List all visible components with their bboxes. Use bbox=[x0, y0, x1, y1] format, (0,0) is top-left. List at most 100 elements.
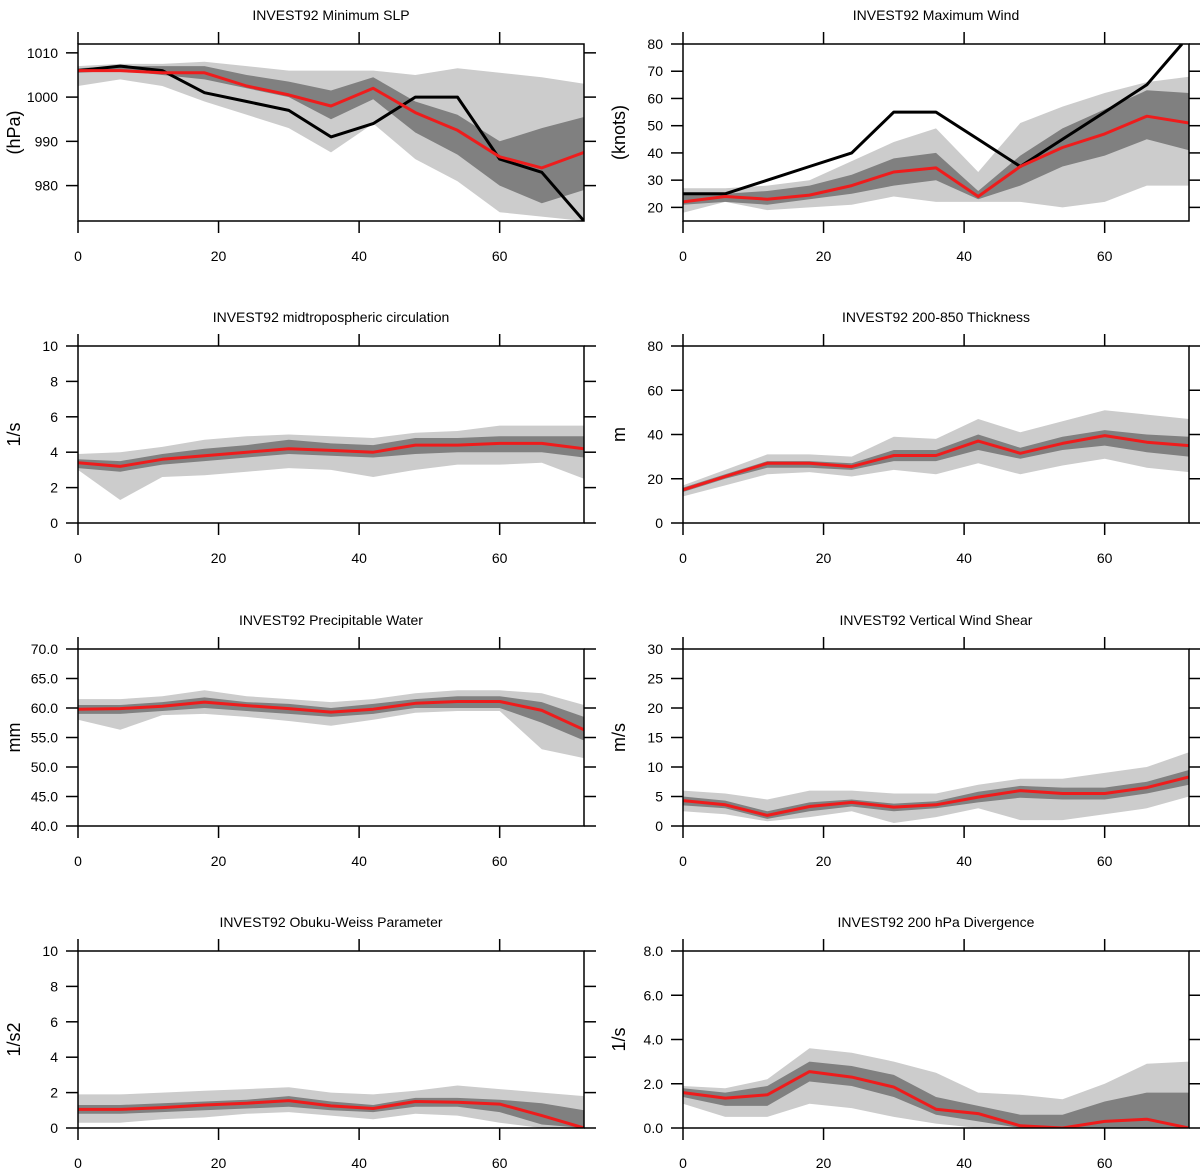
chart-panel-7: 0 20 40 60 0.0 2.0 4.0 6.0 8.0 INVEST92 200 hPa D… bbox=[609, 914, 1200, 1171]
chart-title: INVEST92 Maximum Wind bbox=[853, 7, 1019, 23]
x-tick-label: 0 bbox=[679, 1155, 687, 1171]
x-tick-label: 20 bbox=[211, 550, 227, 566]
y-tick-label: 40 bbox=[647, 427, 663, 443]
x-tick-label: 60 bbox=[1097, 550, 1113, 566]
y-tick-label: 50.0 bbox=[31, 759, 58, 775]
chart-title: INVEST92 midtropospheric circulation bbox=[213, 309, 450, 325]
ensemble-mean-line bbox=[78, 1099, 584, 1128]
plot-area bbox=[683, 410, 1189, 497]
x-tick-label: 20 bbox=[211, 1155, 227, 1171]
y-tick-label: 2.0 bbox=[644, 1076, 664, 1092]
inner-spread-band bbox=[683, 90, 1189, 205]
x-tick-label: 60 bbox=[492, 248, 508, 264]
x-tick-label: 40 bbox=[351, 248, 367, 264]
y-tick-label: 980 bbox=[35, 178, 59, 194]
chart-title: INVEST92 200 hPa Divergence bbox=[838, 914, 1035, 930]
y-tick-label: 20 bbox=[647, 471, 663, 487]
y-tick-label: 1000 bbox=[27, 89, 58, 105]
chart-panel-2: 0 20 40 60 0 2 4 6 8 10 INVEST92 midtropospheric c… bbox=[4, 309, 596, 566]
x-tick-label: 40 bbox=[956, 853, 972, 869]
y-tick-label: 60 bbox=[647, 382, 663, 398]
y-tick-label: 6 bbox=[50, 1014, 58, 1030]
plot-frame bbox=[77, 648, 585, 827]
y-tick-label: 2 bbox=[50, 1085, 58, 1101]
y-tick-label: 0 bbox=[50, 1120, 58, 1136]
y-axis-label: (knots) bbox=[609, 105, 629, 160]
y-tick-label: 8 bbox=[50, 978, 58, 994]
y-tick-label: 80 bbox=[647, 36, 663, 52]
ensemble-mean-line bbox=[78, 441, 584, 468]
chart-panel-5: 0 20 40 60 0 5 10 15 20 25 30 INVEST92 Vertical Win… bbox=[609, 612, 1200, 869]
y-tick-label: 70.0 bbox=[31, 641, 58, 657]
y-tick-label: 65.0 bbox=[31, 671, 58, 687]
y-axis-label: 1/s bbox=[609, 1027, 629, 1051]
y-tick-label: 0 bbox=[655, 818, 663, 834]
x-tick-label: 60 bbox=[1097, 248, 1113, 264]
y-tick-label: 6 bbox=[50, 409, 58, 425]
x-tick-label: 60 bbox=[492, 1155, 508, 1171]
y-tick-label: 5 bbox=[655, 789, 663, 805]
y-tick-label: 40 bbox=[647, 145, 663, 161]
x-tick-label: 20 bbox=[816, 1155, 832, 1171]
chart-title: INVEST92 200-850 Thickness bbox=[842, 309, 1030, 325]
plot-area bbox=[78, 1085, 584, 1128]
y-tick-label: 990 bbox=[35, 133, 59, 149]
y-axis-label: mm bbox=[4, 723, 24, 753]
plot-frame bbox=[682, 43, 1190, 222]
plot-area bbox=[683, 1048, 1189, 1128]
x-tick-label: 20 bbox=[816, 550, 832, 566]
y-axis-label: m bbox=[609, 427, 629, 442]
x-tick-label: 0 bbox=[74, 853, 82, 869]
ensemble-mean-line bbox=[683, 114, 1189, 204]
y-tick-label: 55.0 bbox=[31, 730, 58, 746]
y-tick-label: 80 bbox=[647, 338, 663, 354]
x-tick-label: 40 bbox=[351, 1155, 367, 1171]
x-tick-label: 20 bbox=[211, 248, 227, 264]
plot-area bbox=[683, 44, 1189, 213]
y-tick-label: 2 bbox=[50, 480, 58, 496]
y-tick-label: 6.0 bbox=[644, 987, 664, 1003]
ensemble-mean-line bbox=[78, 69, 584, 170]
chart-panel-4: 0 20 40 60 40.0 45.0 50.0 55.0 60.0 65.0 70.0 INVES… bbox=[4, 612, 596, 869]
y-tick-label: 25 bbox=[647, 671, 663, 687]
plot-frame bbox=[77, 345, 585, 524]
y-tick-label: 1010 bbox=[27, 45, 58, 61]
y-tick-label: 10 bbox=[647, 759, 663, 775]
plot-area bbox=[78, 425, 584, 500]
y-tick-label: 30 bbox=[647, 172, 663, 188]
y-tick-label: 40.0 bbox=[31, 818, 58, 834]
y-tick-label: 8 bbox=[50, 373, 58, 389]
chart-panel-6: 0 20 40 60 0 2 4 6 8 10 INVEST92 Obuku-Weiss Param… bbox=[4, 914, 596, 1171]
y-tick-label: 20 bbox=[647, 199, 663, 215]
observed-line bbox=[78, 64, 584, 221]
x-tick-label: 20 bbox=[816, 853, 832, 869]
plot-frame bbox=[77, 950, 585, 1129]
x-tick-label: 0 bbox=[679, 853, 687, 869]
y-tick-label: 20 bbox=[647, 700, 663, 716]
x-tick-label: 40 bbox=[351, 550, 367, 566]
y-tick-label: 70 bbox=[647, 63, 663, 79]
y-tick-label: 4.0 bbox=[644, 1032, 664, 1048]
plot-area bbox=[683, 752, 1189, 823]
y-tick-label: 0 bbox=[655, 515, 663, 531]
x-tick-label: 0 bbox=[679, 248, 687, 264]
x-tick-label: 40 bbox=[956, 550, 972, 566]
x-tick-label: 60 bbox=[492, 853, 508, 869]
outer-spread-band bbox=[683, 76, 1189, 213]
plot-area bbox=[78, 690, 584, 759]
chart-title: INVEST92 Minimum SLP bbox=[252, 7, 409, 23]
chart-title: INVEST92 Vertical Wind Shear bbox=[840, 612, 1033, 628]
ensemble-mean-line bbox=[683, 1070, 1189, 1128]
x-tick-label: 60 bbox=[1097, 853, 1113, 869]
chart-title: INVEST92 Obuku-Weiss Parameter bbox=[219, 914, 442, 930]
chart-panel-3: 0 20 40 60 0 20 40 60 80 INVEST92 200-850 Thickne… bbox=[609, 309, 1200, 566]
y-tick-label: 45.0 bbox=[31, 789, 58, 805]
x-tick-label: 40 bbox=[956, 1155, 972, 1171]
x-tick-label: 40 bbox=[956, 248, 972, 264]
y-tick-label: 30 bbox=[647, 641, 663, 657]
x-tick-label: 0 bbox=[74, 550, 82, 566]
x-tick-label: 0 bbox=[74, 248, 82, 264]
y-tick-label: 10 bbox=[42, 338, 58, 354]
y-tick-label: 50 bbox=[647, 118, 663, 134]
